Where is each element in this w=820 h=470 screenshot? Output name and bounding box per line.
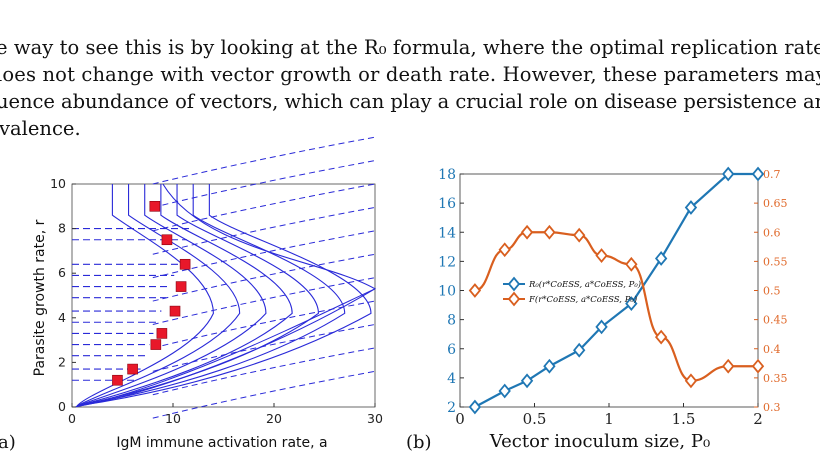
x-tick-label: 10 — [165, 411, 181, 426]
y-tick-label-left: 4 — [447, 371, 456, 387]
legend-marker — [507, 291, 521, 307]
marked-point — [112, 374, 123, 386]
marked-point — [149, 200, 161, 212]
figure-b-panel-label: (b) — [406, 432, 432, 453]
marked-point — [150, 339, 162, 350]
x-tick-label: 2 — [753, 410, 763, 428]
series-marker-1 — [595, 248, 608, 263]
y-tick-label-left: 14 — [438, 225, 456, 241]
figure-a-xlabel: IgM immune activation rate, a — [116, 435, 327, 451]
figure-a: Parasite growth rate, r IgM immune activ… — [0, 136, 400, 466]
series-marker-1 — [498, 242, 511, 258]
text-line: valence. — [0, 117, 81, 140]
series-line-1 — [474, 231, 758, 382]
figure-b-xlabel: Vector inoculum size, P₀ — [489, 431, 710, 452]
text-line: loes not change with vector growth or de… — [0, 63, 820, 86]
y-tick-label-right: 0.65 — [763, 197, 788, 210]
figure-b-legend: R₀(r*CoESS, a*CoESS, P₀) F(r*CoESS, a*CoE… — [503, 276, 641, 307]
series-marker-0 — [654, 251, 668, 266]
series-marker-1 — [751, 358, 765, 374]
contour-solid — [76, 184, 267, 407]
series-marker-0 — [751, 166, 765, 182]
series-marker-0 — [625, 296, 638, 312]
series-marker-0 — [498, 383, 511, 399]
series-marker-0 — [722, 166, 735, 182]
series-line-0 — [474, 172, 758, 408]
contour-dash-diag — [152, 230, 376, 279]
contour-dash-diag — [152, 136, 376, 185]
paragraph: e way to see this is by looking at the R… — [0, 34, 820, 142]
series-marker-1 — [684, 373, 698, 389]
series-marker-1 — [543, 224, 556, 240]
series-marker-1 — [654, 329, 668, 345]
y-tick-label: 10 — [50, 176, 66, 191]
figure-a-axes-box — [71, 183, 376, 408]
series-marker-0 — [684, 200, 698, 215]
y-tick-label-left: 10 — [438, 284, 456, 300]
marked-point — [179, 258, 191, 270]
series-marker-1 — [625, 256, 638, 272]
y-tick-label: 8 — [58, 221, 66, 236]
y-tick-label: 0 — [58, 399, 66, 414]
y-tick-label-left: 12 — [438, 254, 456, 270]
series-marker-1 — [520, 224, 534, 240]
series-marker-0 — [573, 342, 586, 358]
x-tick-label: 1 — [604, 410, 614, 428]
x-tick-label: 0 — [455, 410, 465, 428]
y-tick-label-left: 18 — [438, 167, 456, 183]
y-tick-label-left: 6 — [447, 342, 456, 358]
legend-marker — [507, 276, 521, 292]
y-tick-label-left: 16 — [438, 196, 456, 212]
figure-b-plot: Vector inoculum size, P₀ (b) 0 0.5 1 1.5 2 2 4… — [406, 166, 788, 453]
y-tick-label-right: 0.5 — [763, 285, 781, 298]
y-tick-label-right: 0.55 — [763, 255, 788, 268]
y-tick-label-right: 0.3 — [763, 401, 781, 414]
marked-point — [156, 328, 168, 339]
figure-a-panel-label: a) — [0, 432, 16, 453]
series-marker-1 — [722, 358, 735, 374]
contour-dash-diag — [152, 206, 376, 255]
marked-point — [169, 305, 181, 317]
y-tick-label: 4 — [58, 310, 66, 325]
contour-solid — [74, 288, 376, 408]
text-line: uence abundance of vectors, which can pl… — [0, 90, 820, 113]
contour-solid — [76, 184, 372, 407]
y-tick-label-right: 0.35 — [763, 372, 788, 385]
series-marker-0 — [543, 358, 556, 374]
contour-dash-diag — [152, 370, 376, 419]
x-tick-label: 20 — [266, 411, 282, 426]
marked-point — [175, 281, 187, 292]
contour-solid — [76, 184, 214, 407]
y-tick-label: 6 — [58, 265, 66, 280]
figure-b: Vector inoculum size, P₀ (b) 0 0.5 1 1.5 2 2 4… — [400, 166, 820, 466]
y-tick-label-left: 8 — [447, 313, 456, 329]
marked-point — [127, 363, 138, 375]
x-tick-label: 0 — [68, 411, 76, 426]
y-tick-label-right: 0.45 — [763, 314, 788, 327]
series-marker-0 — [468, 399, 482, 415]
series-marker-1 — [573, 227, 586, 243]
contour-solid — [76, 184, 319, 407]
text-line: e way to see this is by looking at the R… — [0, 36, 820, 59]
marked-point — [161, 234, 173, 246]
x-tick-label: 0.5 — [523, 410, 547, 428]
y-tick-label: 2 — [58, 354, 66, 369]
series-marker-0 — [595, 319, 608, 335]
x-tick-label: 1.5 — [672, 410, 696, 428]
series-marker-0 — [520, 373, 534, 389]
contour-dash-diag — [152, 183, 376, 232]
x-tick-label: 30 — [367, 411, 383, 426]
series-marker-1 — [468, 283, 482, 298]
y-tick-label-right: 0.4 — [763, 343, 781, 356]
legend-label: F(r*CoESS, a*CoESS, P₀) — [528, 294, 637, 305]
figure-a-ylabel: Parasite growth rate, r — [32, 219, 48, 376]
legend-label: R₀(r*CoESS, a*CoESS, P₀) — [528, 279, 641, 290]
y-tick-label-right: 0.7 — [763, 168, 781, 181]
contour-solid — [76, 184, 293, 407]
contour-solid — [76, 184, 346, 407]
figure-a-plot: Parasite growth rate, r IgM immune activ… — [0, 136, 383, 453]
y-tick-label-left: 2 — [447, 400, 456, 416]
contour-solid — [76, 184, 241, 407]
y-tick-label-right: 0.6 — [763, 226, 781, 239]
